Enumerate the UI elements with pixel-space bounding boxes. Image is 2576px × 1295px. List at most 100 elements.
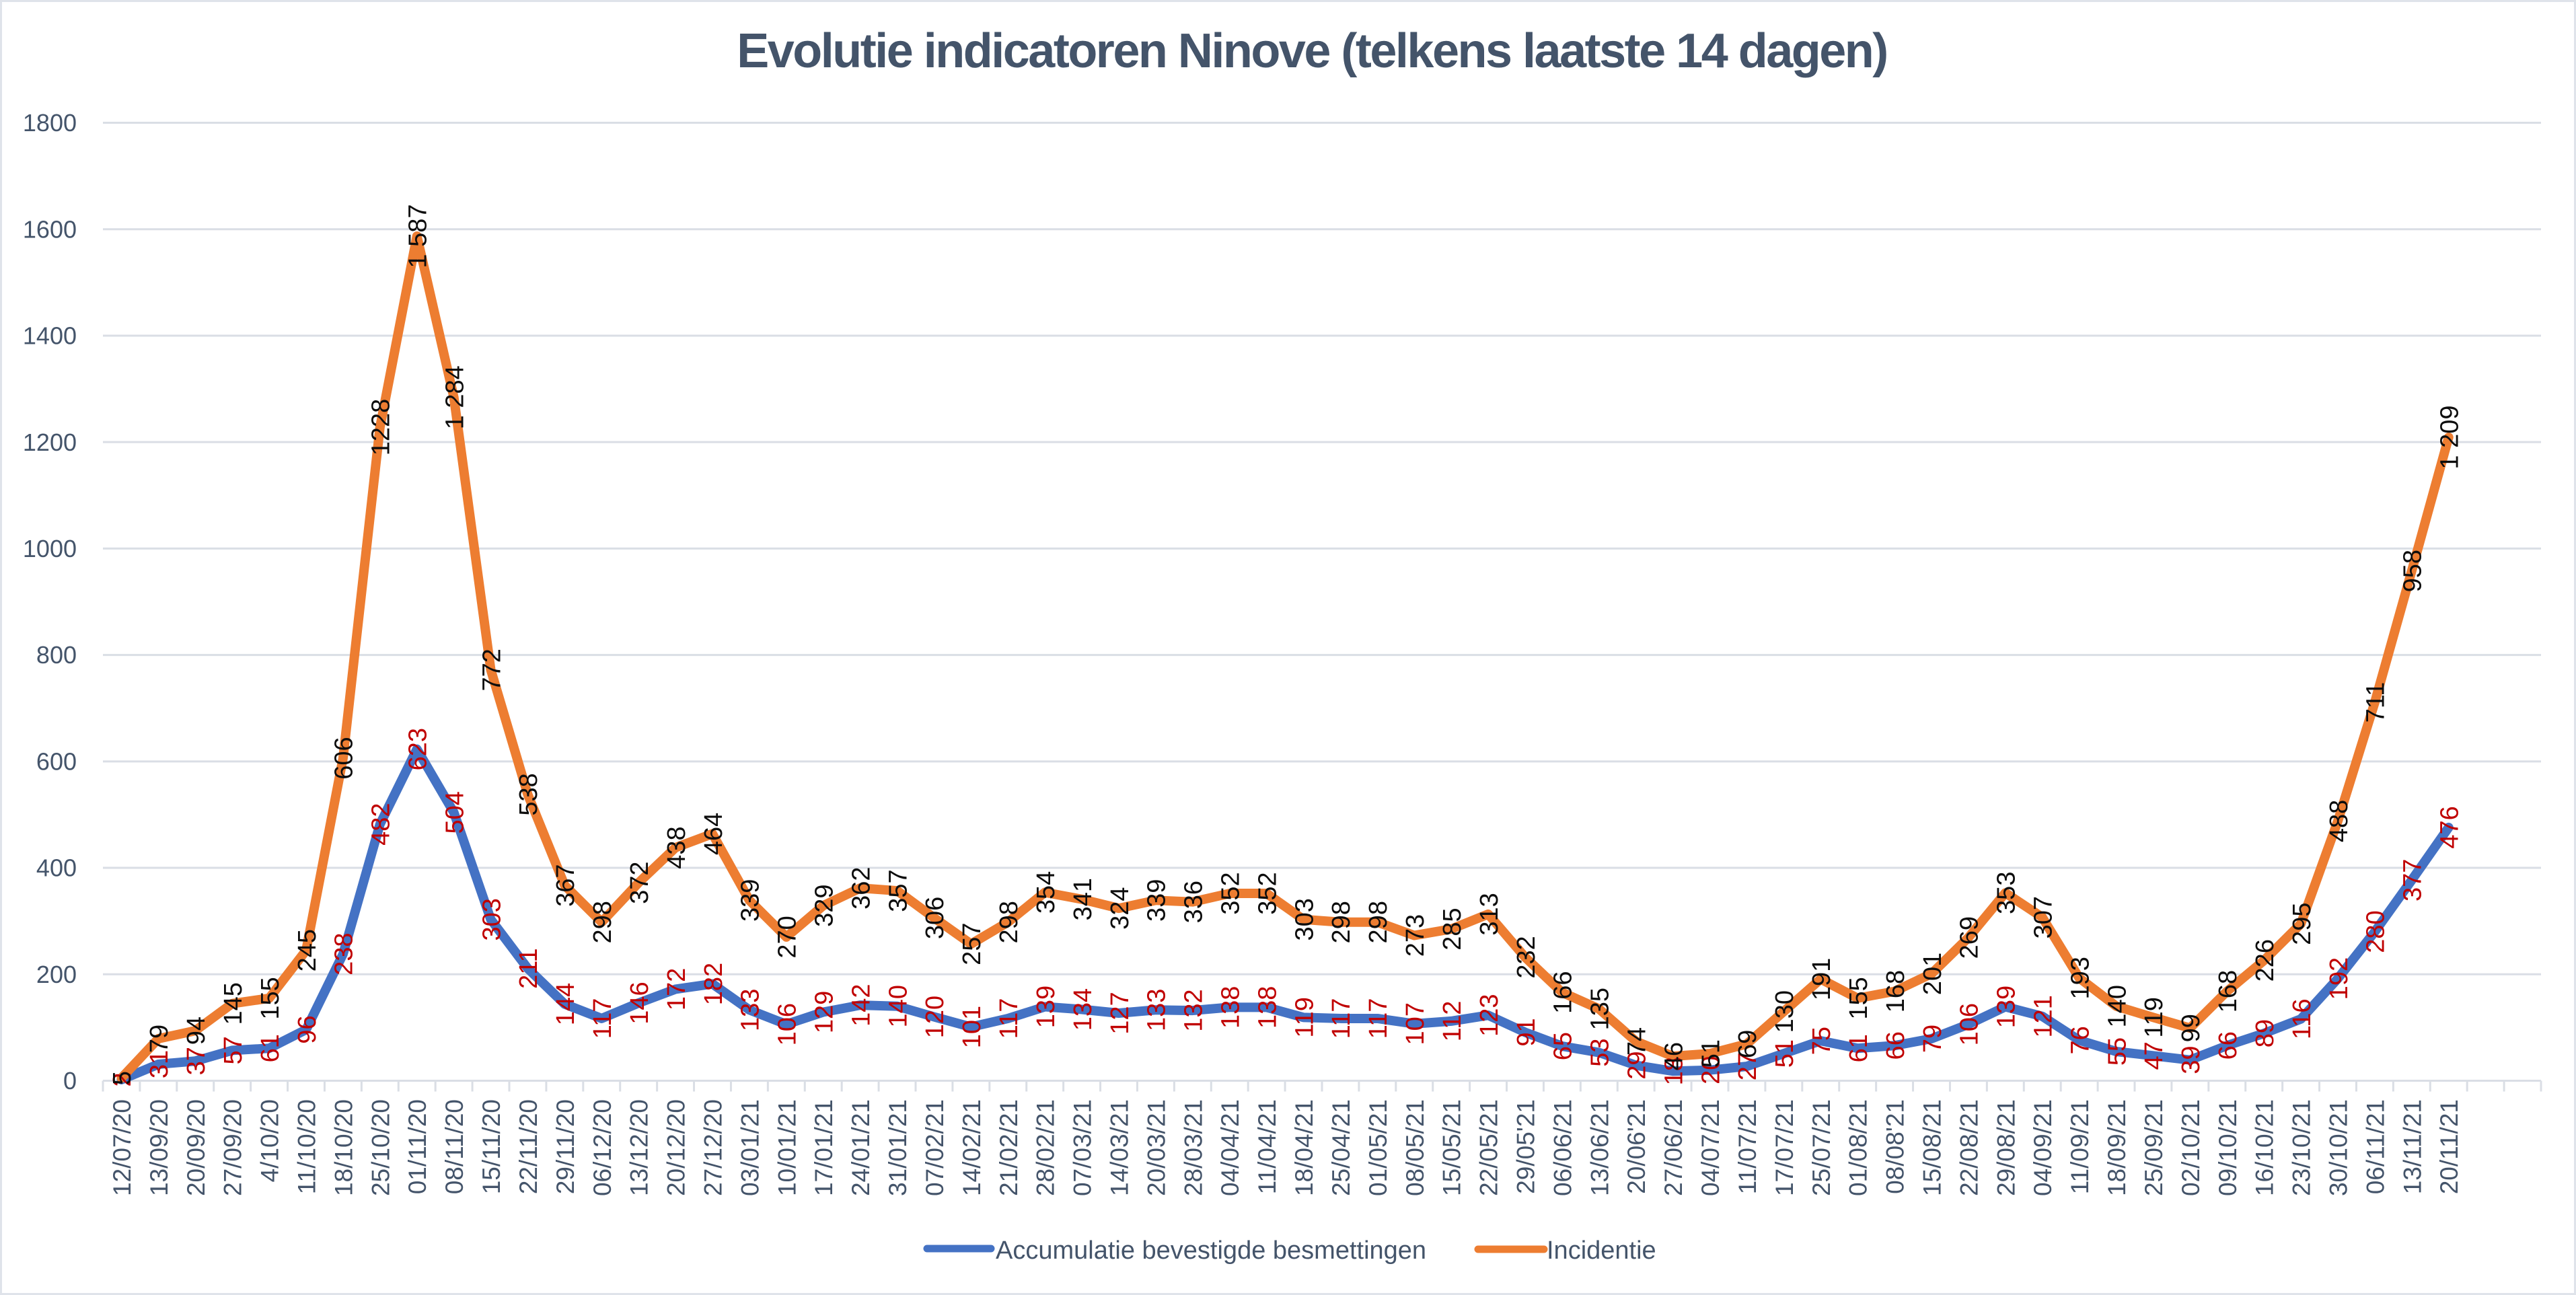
svg-text:504: 504: [441, 791, 469, 834]
svg-text:27/06/21: 27/06/21: [1660, 1099, 1687, 1196]
svg-text:140: 140: [2103, 985, 2131, 1027]
svg-text:367: 367: [552, 864, 580, 906]
svg-text:1 587: 1 587: [404, 204, 433, 268]
svg-text:46: 46: [1660, 1042, 1688, 1070]
svg-text:66: 66: [2214, 1031, 2242, 1060]
svg-text:476: 476: [2436, 806, 2464, 848]
svg-text:192: 192: [2325, 957, 2353, 1000]
svg-text:1400: 1400: [23, 322, 77, 350]
svg-text:29/05'21: 29/05'21: [1512, 1099, 1540, 1194]
svg-text:27/12/20: 27/12/20: [700, 1099, 727, 1196]
svg-text:339: 339: [1143, 879, 1171, 922]
svg-text:438: 438: [663, 826, 691, 868]
svg-text:146: 146: [626, 982, 654, 1024]
svg-text:11/04/21: 11/04/21: [1253, 1099, 1281, 1194]
svg-text:4/10/20: 4/10/20: [256, 1099, 284, 1182]
svg-text:13/12/20: 13/12/20: [626, 1099, 653, 1196]
svg-text:353: 353: [1993, 872, 2021, 914]
svg-text:238: 238: [330, 933, 359, 975]
svg-text:04/09/21: 04/09/21: [2029, 1099, 2057, 1196]
svg-text:Incidentie: Incidentie: [1547, 1236, 1656, 1265]
svg-text:182: 182: [700, 963, 728, 1005]
svg-text:28/02/21: 28/02/21: [1032, 1099, 1060, 1196]
svg-text:106: 106: [1956, 1003, 1984, 1045]
svg-text:119: 119: [2140, 997, 2168, 1038]
svg-text:09/10/21: 09/10/21: [2214, 1099, 2242, 1196]
svg-text:31/01/21: 31/01/21: [884, 1099, 912, 1196]
svg-text:25/09/21: 25/09/21: [2140, 1099, 2168, 1196]
svg-text:142: 142: [847, 984, 875, 1026]
svg-text:295: 295: [2288, 902, 2316, 945]
svg-text:21/02/21: 21/02/21: [995, 1099, 1023, 1196]
svg-text:306: 306: [921, 897, 949, 939]
svg-text:15/08/21: 15/08/21: [1919, 1099, 1946, 1196]
svg-text:482: 482: [367, 803, 396, 845]
svg-text:362: 362: [847, 866, 875, 909]
svg-text:201: 201: [1919, 953, 1947, 995]
svg-text:1800: 1800: [23, 109, 77, 137]
svg-text:27/09/20: 27/09/20: [219, 1099, 247, 1196]
svg-text:352: 352: [1253, 872, 1282, 914]
svg-text:106: 106: [774, 1003, 802, 1045]
svg-text:29/08/21: 29/08/21: [1992, 1099, 2020, 1196]
svg-text:211: 211: [515, 948, 543, 989]
svg-text:107: 107: [1401, 1002, 1430, 1045]
svg-text:145: 145: [219, 982, 248, 1025]
svg-text:18/09/21: 18/09/21: [2103, 1099, 2131, 1196]
svg-text:800: 800: [36, 641, 77, 669]
svg-text:11/09/21: 11/09/21: [2066, 1099, 2094, 1194]
svg-text:538: 538: [515, 773, 543, 815]
svg-text:79: 79: [145, 1025, 174, 1053]
svg-text:168: 168: [1882, 970, 1910, 1012]
svg-text:29/11/20: 29/11/20: [552, 1099, 579, 1194]
svg-text:191: 191: [1808, 958, 1836, 1000]
svg-text:25/04/21: 25/04/21: [1327, 1099, 1355, 1196]
svg-text:Accumulatie bevestigde besmett: Accumulatie bevestigde besmettingen: [996, 1236, 1426, 1265]
svg-text:200: 200: [36, 961, 77, 988]
svg-text:168: 168: [2214, 970, 2242, 1012]
svg-text:51: 51: [1697, 1039, 1725, 1068]
svg-text:01/08/21: 01/08/21: [1845, 1099, 1872, 1196]
svg-text:138: 138: [1217, 986, 1245, 1029]
svg-text:79: 79: [1919, 1025, 1947, 1053]
svg-text:07/03/21: 07/03/21: [1069, 1099, 1097, 1196]
svg-text:134: 134: [1069, 988, 1097, 1031]
svg-text:28/03/21: 28/03/21: [1179, 1099, 1207, 1196]
svg-text:313: 313: [1475, 893, 1504, 935]
svg-text:1000: 1000: [23, 535, 77, 562]
svg-text:273: 273: [1401, 914, 1430, 957]
svg-text:329: 329: [811, 885, 839, 927]
svg-text:47: 47: [2140, 1041, 2168, 1070]
svg-text:307: 307: [2030, 896, 2058, 938]
svg-text:354: 354: [1032, 871, 1060, 914]
svg-text:16/10/21: 16/10/21: [2251, 1099, 2279, 1196]
svg-text:39: 39: [2177, 1046, 2205, 1074]
svg-text:232: 232: [1512, 936, 1541, 978]
svg-text:339: 339: [737, 879, 765, 922]
svg-text:117: 117: [995, 998, 1023, 1039]
svg-text:11/07/21: 11/07/21: [1734, 1099, 1761, 1194]
svg-text:96: 96: [293, 1015, 322, 1043]
svg-text:2: 2: [108, 1072, 137, 1086]
svg-text:27: 27: [1734, 1052, 1762, 1080]
svg-text:464: 464: [700, 813, 728, 855]
svg-text:15/05/21: 15/05/21: [1438, 1099, 1466, 1196]
svg-text:66: 66: [1882, 1031, 1910, 1060]
svg-text:1 209: 1 209: [2436, 406, 2464, 470]
svg-text:01/11/20: 01/11/20: [404, 1099, 431, 1194]
svg-text:24/01/21: 24/01/21: [847, 1099, 875, 1196]
svg-text:144: 144: [552, 983, 580, 1025]
svg-text:14/02/21: 14/02/21: [958, 1099, 986, 1196]
svg-text:18/04/21: 18/04/21: [1290, 1099, 1318, 1196]
svg-text:74: 74: [1623, 1027, 1652, 1056]
svg-text:91: 91: [1512, 1018, 1541, 1046]
svg-text:280: 280: [2362, 910, 2390, 953]
svg-text:75: 75: [1808, 1027, 1836, 1055]
svg-text:139: 139: [1032, 986, 1060, 1028]
svg-text:298: 298: [1364, 901, 1393, 943]
svg-text:10/01/21: 10/01/21: [773, 1099, 801, 1196]
svg-text:140: 140: [884, 985, 912, 1027]
svg-text:51: 51: [1771, 1039, 1799, 1068]
svg-text:20/03/21: 20/03/21: [1142, 1099, 1170, 1196]
svg-text:22/08/21: 22/08/21: [1955, 1099, 1983, 1196]
